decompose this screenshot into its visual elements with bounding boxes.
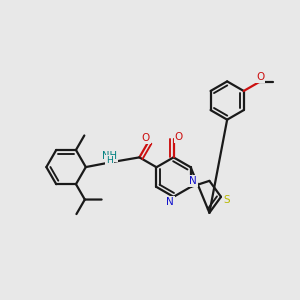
Text: O: O <box>175 132 183 142</box>
Text: O: O <box>142 134 150 143</box>
Text: NH: NH <box>102 151 117 161</box>
Text: H: H <box>106 156 113 165</box>
Text: O: O <box>256 72 264 82</box>
Text: N: N <box>189 176 197 186</box>
Text: N: N <box>166 197 174 207</box>
Text: S: S <box>223 195 230 206</box>
